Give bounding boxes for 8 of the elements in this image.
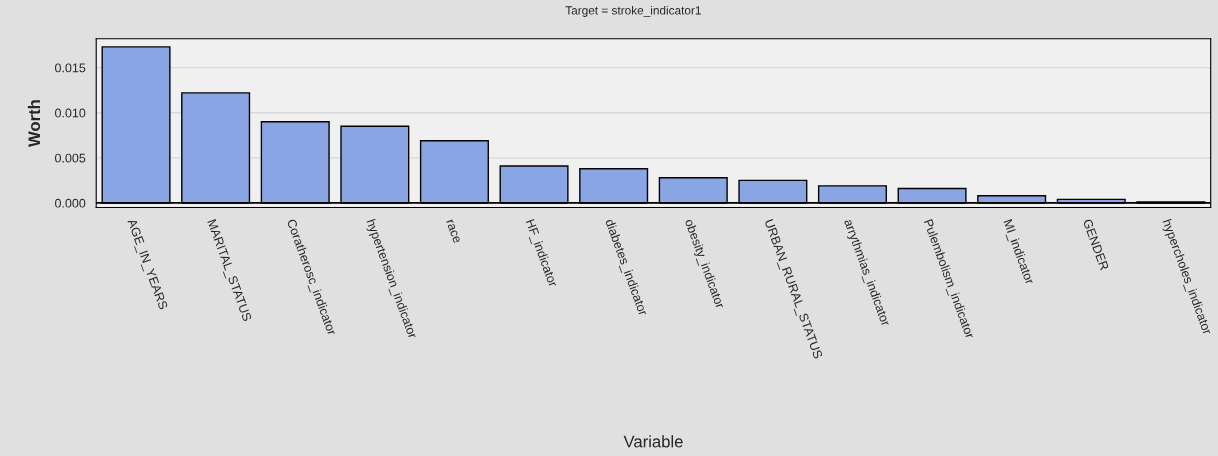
x-tick-label: race — [446, 219, 461, 244]
y-axis-title: Worth — [27, 100, 41, 148]
x-axis-title: Variable — [623, 435, 683, 448]
y-tick-label: 0.005 — [55, 153, 86, 163]
y-tick-label: 0.000 — [55, 198, 86, 208]
y-tick-label: 0.010 — [55, 108, 86, 118]
y-tick-label: 0.015 — [55, 63, 86, 73]
chart-title: Target = stroke_indicator1 — [565, 5, 701, 17]
